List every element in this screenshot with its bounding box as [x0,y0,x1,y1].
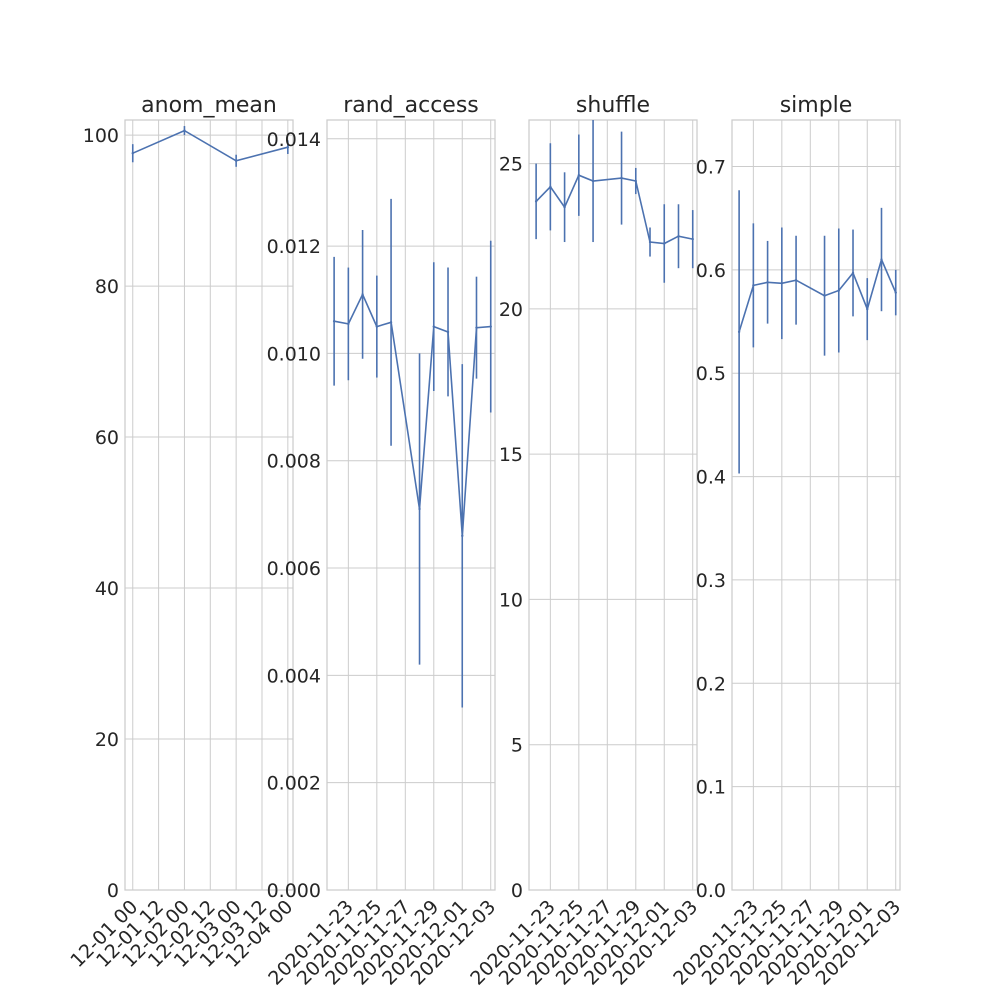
y-tick-label: 0.4 [696,467,726,489]
panel-title: simple [780,93,853,118]
axes-frame [326,119,496,891]
series-line [333,292,491,536]
panel-title: shuffle [576,93,650,118]
data-point [549,185,552,189]
gridlines [732,120,900,891]
y-tick-label: 0.008 [267,451,321,473]
y-tick-label: 100 [83,125,119,147]
y-tick-label: 0.014 [267,129,321,151]
y-tick-label: 0.004 [267,665,321,687]
panel-rand-access: 0.000 0.002 0.004 0.006 0.008 0.010 0.012 0.014… [264,93,500,990]
panel-shuffle: 05101520252020-11-232020-11-252020-11-27… [466,93,702,990]
data-point [691,237,694,241]
y-tick-label: 0 [107,880,119,902]
y-tick-label: 10 [499,589,523,611]
panel-title: rand_access [343,93,479,118]
y-tick-label: 0.6 [696,260,726,282]
data-point [577,174,581,177]
y-tick-label: 0.5 [696,363,726,385]
data-point [418,507,421,511]
data-point [563,205,566,209]
series-line [535,174,693,245]
data-point [432,325,435,328]
y-tick-label: 25 [499,154,523,176]
y-tick-label: 15 [499,444,523,466]
axes-frame [124,119,294,891]
y-tick-label: 0.7 [696,157,726,179]
y-tick-label: 80 [95,276,119,298]
data-point [461,534,464,538]
data-point [648,240,652,244]
y-tick-label: 20 [95,729,119,751]
y-tick-label: 5 [511,735,523,757]
data-point [131,152,134,155]
panel-simple: 0.00.10.20.30.40.50.60.72020-11-232020-1… [669,93,905,990]
gridlines [327,120,495,891]
data-point [851,271,855,275]
y-tick-label: 0.1 [696,777,726,799]
data-point [663,242,666,245]
axes-frame [731,119,901,891]
data-point [780,282,784,285]
axes-frame [528,119,698,891]
y-tick-label: 60 [95,427,119,449]
data-point [894,291,897,294]
data-point [591,179,595,183]
data-point [737,330,741,334]
gridlines [529,120,697,891]
y-tick-label: 0.0 [696,880,726,902]
data-point [794,279,798,282]
data-point [634,179,637,183]
y-tick-label: 0.012 [267,236,321,258]
data-point [677,235,680,238]
y-tick-label: 0 [511,880,523,902]
data-point [361,293,364,296]
data-point [375,325,379,328]
data-point [866,307,869,311]
y-tick-label: 20 [499,299,523,321]
y-tick-label: 0.002 [267,773,321,795]
data-point [489,325,492,328]
data-point [286,145,290,149]
data-point [880,258,883,261]
data-point [766,281,769,284]
data-point [446,330,450,334]
series-line [132,129,289,162]
gridlines [125,120,293,891]
data-point [234,159,238,162]
data-point [347,322,350,326]
data-point [183,129,186,132]
y-tick-label: 0.006 [267,558,321,580]
data-point [823,294,826,297]
data-point [837,289,840,292]
data-point [389,321,393,324]
data-point [620,176,623,180]
data-point [534,200,538,203]
panel-title: anom_mean [141,93,277,118]
data-point [475,326,478,329]
y-tick-label: 40 [95,578,119,600]
y-tick-label: 0.2 [696,673,726,695]
data-point [752,284,755,287]
data-point [332,320,336,323]
y-tick-label: 0.000 [267,880,321,902]
y-tick-label: 0.3 [696,570,726,592]
y-tick-label: 0.010 [267,343,321,365]
